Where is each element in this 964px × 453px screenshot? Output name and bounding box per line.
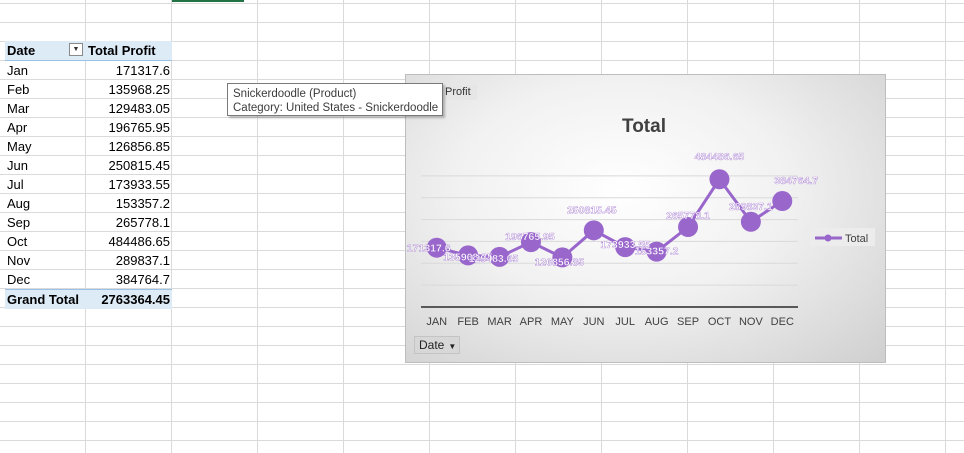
pivot-row-month: May — [7, 139, 32, 154]
grand-total-value: 2763364.45 — [101, 292, 170, 307]
chevron-down-icon: ▼ — [448, 342, 457, 351]
data-label: 484486.65 — [695, 151, 745, 163]
x-tick-label: AUG — [645, 316, 669, 328]
grand-total-label: Grand Total — [7, 292, 79, 307]
pivot-chart[interactable] — [405, 74, 886, 363]
tooltip-line-category: Category: United States - Snickerdoodle — [233, 102, 439, 114]
pivot-row-value: 384764.7 — [115, 272, 170, 287]
pivot-row[interactable]: Nov 289837.1 — [5, 251, 172, 270]
filter-dropdown-icon[interactable]: ▼ — [69, 43, 83, 56]
chart-field-button-profit[interactable]: Profit — [443, 85, 477, 100]
data-point[interactable] — [709, 169, 730, 190]
pivot-row-month: Nov — [7, 253, 31, 268]
x-tick-label: JUL — [615, 316, 635, 328]
legend-label-total: Total — [845, 233, 868, 245]
data-point[interactable] — [740, 211, 761, 232]
data-label: 196765.95 — [505, 231, 555, 243]
pivot-table: Date ▼ Total Profit Jan 171317.6 Feb 135968… — [5, 41, 172, 309]
pivot-row-month: Mar — [7, 101, 30, 116]
data-point[interactable] — [678, 217, 699, 238]
chart-axis-field-button-date[interactable]: Date ▼ — [414, 336, 460, 354]
pivot-row-month: Oct — [7, 234, 28, 249]
pivot-row-value: 250815.45 — [108, 158, 170, 173]
pivot-row[interactable]: Jun 250815.45 — [5, 156, 172, 175]
pivot-row-month: Sep — [7, 215, 31, 230]
pivot-row-value: 289837.1 — [115, 253, 170, 268]
pivot-row-value: 196765.95 — [108, 120, 170, 135]
data-label: 289837.1 — [729, 201, 773, 213]
data-label: 129483.05 — [469, 253, 519, 265]
chart-title: Total — [622, 116, 666, 137]
data-label: 171317.6 — [407, 243, 451, 255]
tooltip-line-product: Snickerdoodle (Product) — [233, 88, 357, 100]
pivot-row-value: 153357.2 — [115, 196, 170, 211]
pivot-row-month: Feb — [7, 82, 30, 97]
x-tick-label: MAY — [551, 316, 575, 328]
pivot-row-value: 135968.25 — [108, 82, 170, 97]
chart-plot: Total JAN FEB MAR APR MAY JUN JUL AUG SEP OCT NOV DE… — [407, 116, 875, 328]
pivot-row[interactable]: Aug 153357.2 — [5, 194, 172, 213]
pivot-row[interactable]: Jan 171317.6 — [5, 61, 172, 80]
data-label: 135968.25 — [443, 251, 493, 263]
x-tick-label: FEB — [457, 316, 478, 328]
data-point[interactable] — [458, 245, 479, 266]
x-tick-label: NOV — [739, 316, 764, 328]
data-point[interactable] — [520, 232, 541, 253]
pivot-grand-total-row[interactable]: Grand Total 2763364.45 — [5, 289, 172, 309]
pivot-row-month: Dec — [7, 272, 31, 287]
data-point[interactable] — [646, 241, 667, 262]
pivot-row[interactable]: Mar 129483.05 — [5, 99, 172, 118]
pivot-row-value: 129483.05 — [108, 101, 170, 116]
pivot-row[interactable]: May 126856.85 — [5, 137, 172, 156]
x-tick-label: APR — [520, 316, 543, 328]
pivot-header-row: Date ▼ Total Profit — [5, 41, 172, 61]
pivot-row-value: 484486.65 — [108, 234, 170, 249]
data-point[interactable] — [552, 247, 573, 268]
pivot-row[interactable]: Dec 384764.7 — [5, 270, 172, 289]
x-tick-label: JUN — [583, 316, 604, 328]
data-point[interactable] — [615, 237, 636, 258]
pivot-header-date: Date — [7, 43, 36, 58]
x-tick-label: SEP — [677, 316, 699, 328]
selected-column-indicator — [172, 0, 244, 2]
pivot-row[interactable]: Oct 484486.65 — [5, 232, 172, 251]
data-label: 153357.2 — [635, 246, 679, 258]
legend-marker — [824, 234, 832, 242]
legend — [810, 228, 875, 246]
data-point[interactable] — [583, 220, 604, 241]
pivot-row[interactable]: Apr 196765.95 — [5, 118, 172, 137]
pivot-row-month: Aug — [7, 196, 31, 211]
data-point[interactable] — [772, 191, 793, 212]
pivot-row-month: Apr — [7, 120, 28, 135]
x-tick-label: OCT — [708, 316, 732, 328]
x-tick-label: MAR — [487, 316, 512, 328]
pivot-row-month: Jun — [7, 158, 28, 173]
pivot-row-value: 173933.55 — [108, 177, 170, 192]
pivot-row[interactable]: Jul 173933.55 — [5, 175, 172, 194]
data-label: 126856.85 — [535, 256, 585, 268]
chart-tooltip: Snickerdoodle (Product) Category: United… — [227, 83, 443, 116]
data-label: 173933.55 — [600, 239, 650, 251]
data-label: 384764.7 — [774, 175, 818, 187]
pivot-row-value: 171317.6 — [115, 63, 170, 78]
x-tick-label: DEC — [771, 316, 794, 328]
pivot-row[interactable]: Feb 135968.25 — [5, 80, 172, 99]
data-label: 265778.1 — [666, 210, 710, 222]
pivot-row-value: 126856.85 — [108, 139, 170, 154]
x-tick-label: JAN — [426, 316, 447, 328]
data-label: 250815.45 — [567, 204, 617, 216]
date-field-label: Date — [419, 338, 445, 352]
pivot-row-value: 265778.1 — [115, 215, 170, 230]
pivot-row-month: Jul — [7, 177, 24, 192]
pivot-body: Jan 171317.6 Feb 135968.25 Mar 129483.05 Apr 19… — [5, 61, 172, 289]
pivot-header-total-profit: Total Profit — [88, 43, 156, 58]
data-point[interactable] — [426, 237, 447, 258]
pivot-row[interactable]: Sep 265778.1 — [5, 213, 172, 232]
data-point[interactable] — [489, 246, 510, 267]
pivot-row-month: Jan — [7, 63, 28, 78]
